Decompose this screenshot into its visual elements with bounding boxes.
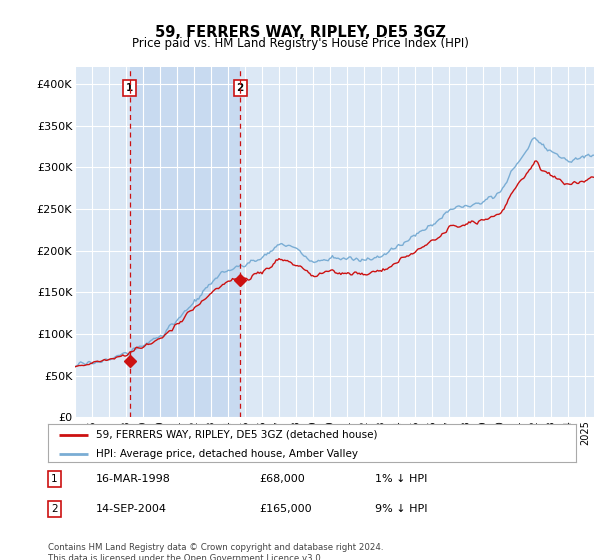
- Text: 2: 2: [51, 504, 58, 514]
- Text: 59, FERRERS WAY, RIPLEY, DE5 3GZ (detached house): 59, FERRERS WAY, RIPLEY, DE5 3GZ (detach…: [95, 430, 377, 440]
- Text: 1% ↓ HPI: 1% ↓ HPI: [376, 474, 428, 484]
- Text: 14-SEP-2004: 14-SEP-2004: [95, 504, 167, 514]
- Text: 16-MAR-1998: 16-MAR-1998: [95, 474, 170, 484]
- Text: 9% ↓ HPI: 9% ↓ HPI: [376, 504, 428, 514]
- Text: £165,000: £165,000: [259, 504, 312, 514]
- Text: 2: 2: [236, 83, 244, 93]
- Text: £68,000: £68,000: [259, 474, 305, 484]
- Text: Contains HM Land Registry data © Crown copyright and database right 2024.
This d: Contains HM Land Registry data © Crown c…: [48, 543, 383, 560]
- Text: HPI: Average price, detached house, Amber Valley: HPI: Average price, detached house, Ambe…: [95, 449, 358, 459]
- Bar: [130, 67, 240, 417]
- Text: 59, FERRERS WAY, RIPLEY, DE5 3GZ: 59, FERRERS WAY, RIPLEY, DE5 3GZ: [155, 25, 445, 40]
- Text: 1: 1: [51, 474, 58, 484]
- Text: Price paid vs. HM Land Registry's House Price Index (HPI): Price paid vs. HM Land Registry's House …: [131, 37, 469, 50]
- Text: 1: 1: [126, 83, 133, 93]
